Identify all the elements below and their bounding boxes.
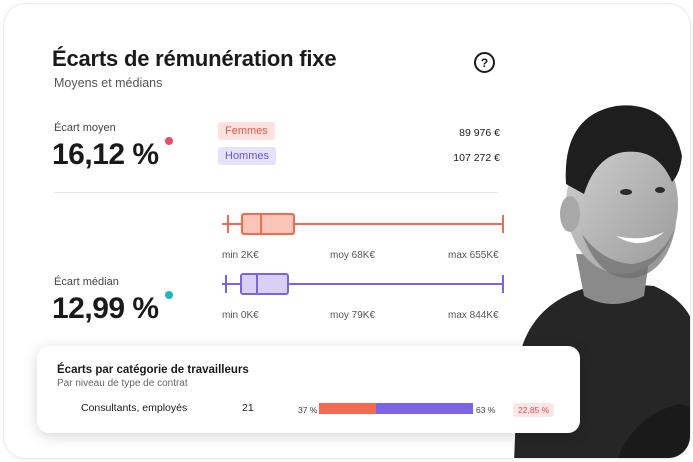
women-mean-label: moy 68K€: [330, 250, 376, 261]
median-gap-value: 12,99 %: [52, 292, 159, 325]
women-whisker-line: [222, 223, 504, 225]
mean-gap-label: Écart moyen: [54, 122, 116, 134]
categories-panel: Écarts par catégorie de travailleurs Par…: [37, 346, 580, 433]
women-min-label: min 2K€: [222, 250, 259, 261]
mean-dot-indicator: [165, 137, 173, 145]
mean-gap-value: 16,12 %: [52, 138, 159, 171]
women-max-label: max 655K€: [448, 250, 499, 261]
men-mean-amount: 107 272 €: [453, 152, 500, 164]
median-dot-indicator: [165, 291, 173, 299]
categories-panel-subtitle: Par niveau de type de contrat: [57, 378, 188, 389]
women-iqr-box: [240, 213, 296, 235]
men-whisker-line: [222, 283, 504, 285]
men-min-label: min 0K€: [222, 310, 259, 321]
women-min-cap: [227, 215, 229, 233]
women-badge: Femmes: [218, 122, 275, 140]
men-iqr-box: [239, 273, 289, 295]
men-boxplot: [222, 272, 504, 296]
pay-gap-card: Écarts de rémunération fixe Moyens et mé…: [4, 4, 690, 458]
women-percent-label: 37 %: [298, 405, 318, 415]
gap-badge: 22,85 %: [513, 403, 555, 417]
men-max-cap: [502, 275, 504, 293]
women-boxplot: [222, 212, 504, 236]
category-label: Consultants, employés: [81, 402, 188, 414]
help-symbol: ?: [480, 55, 489, 70]
women-mean-amount: 89 976 €: [459, 127, 500, 139]
men-badge: Hommes: [218, 147, 277, 165]
median-gap-label: Écart médian: [54, 276, 119, 288]
men-share-bar: [375, 403, 473, 414]
women-max-cap: [502, 215, 504, 233]
page-title: Écarts de rémunération fixe: [52, 46, 337, 71]
men-median-line: [256, 273, 259, 295]
men-min-cap: [225, 275, 227, 293]
women-median-line: [259, 213, 262, 235]
men-mean-label: moy 79K€: [330, 310, 376, 321]
page-subtitle: Moyens et médians: [54, 76, 163, 90]
gender-split-bar: [319, 403, 473, 414]
categories-panel-title: Écarts par catégorie de travailleurs: [57, 364, 249, 376]
category-count: 21: [242, 402, 254, 414]
men-percent-label: 63 %: [476, 405, 496, 415]
question-circle-icon[interactable]: ?: [474, 52, 495, 73]
women-share-bar: [319, 403, 376, 414]
divider: [54, 192, 498, 193]
men-max-label: max 844K€: [448, 310, 499, 321]
